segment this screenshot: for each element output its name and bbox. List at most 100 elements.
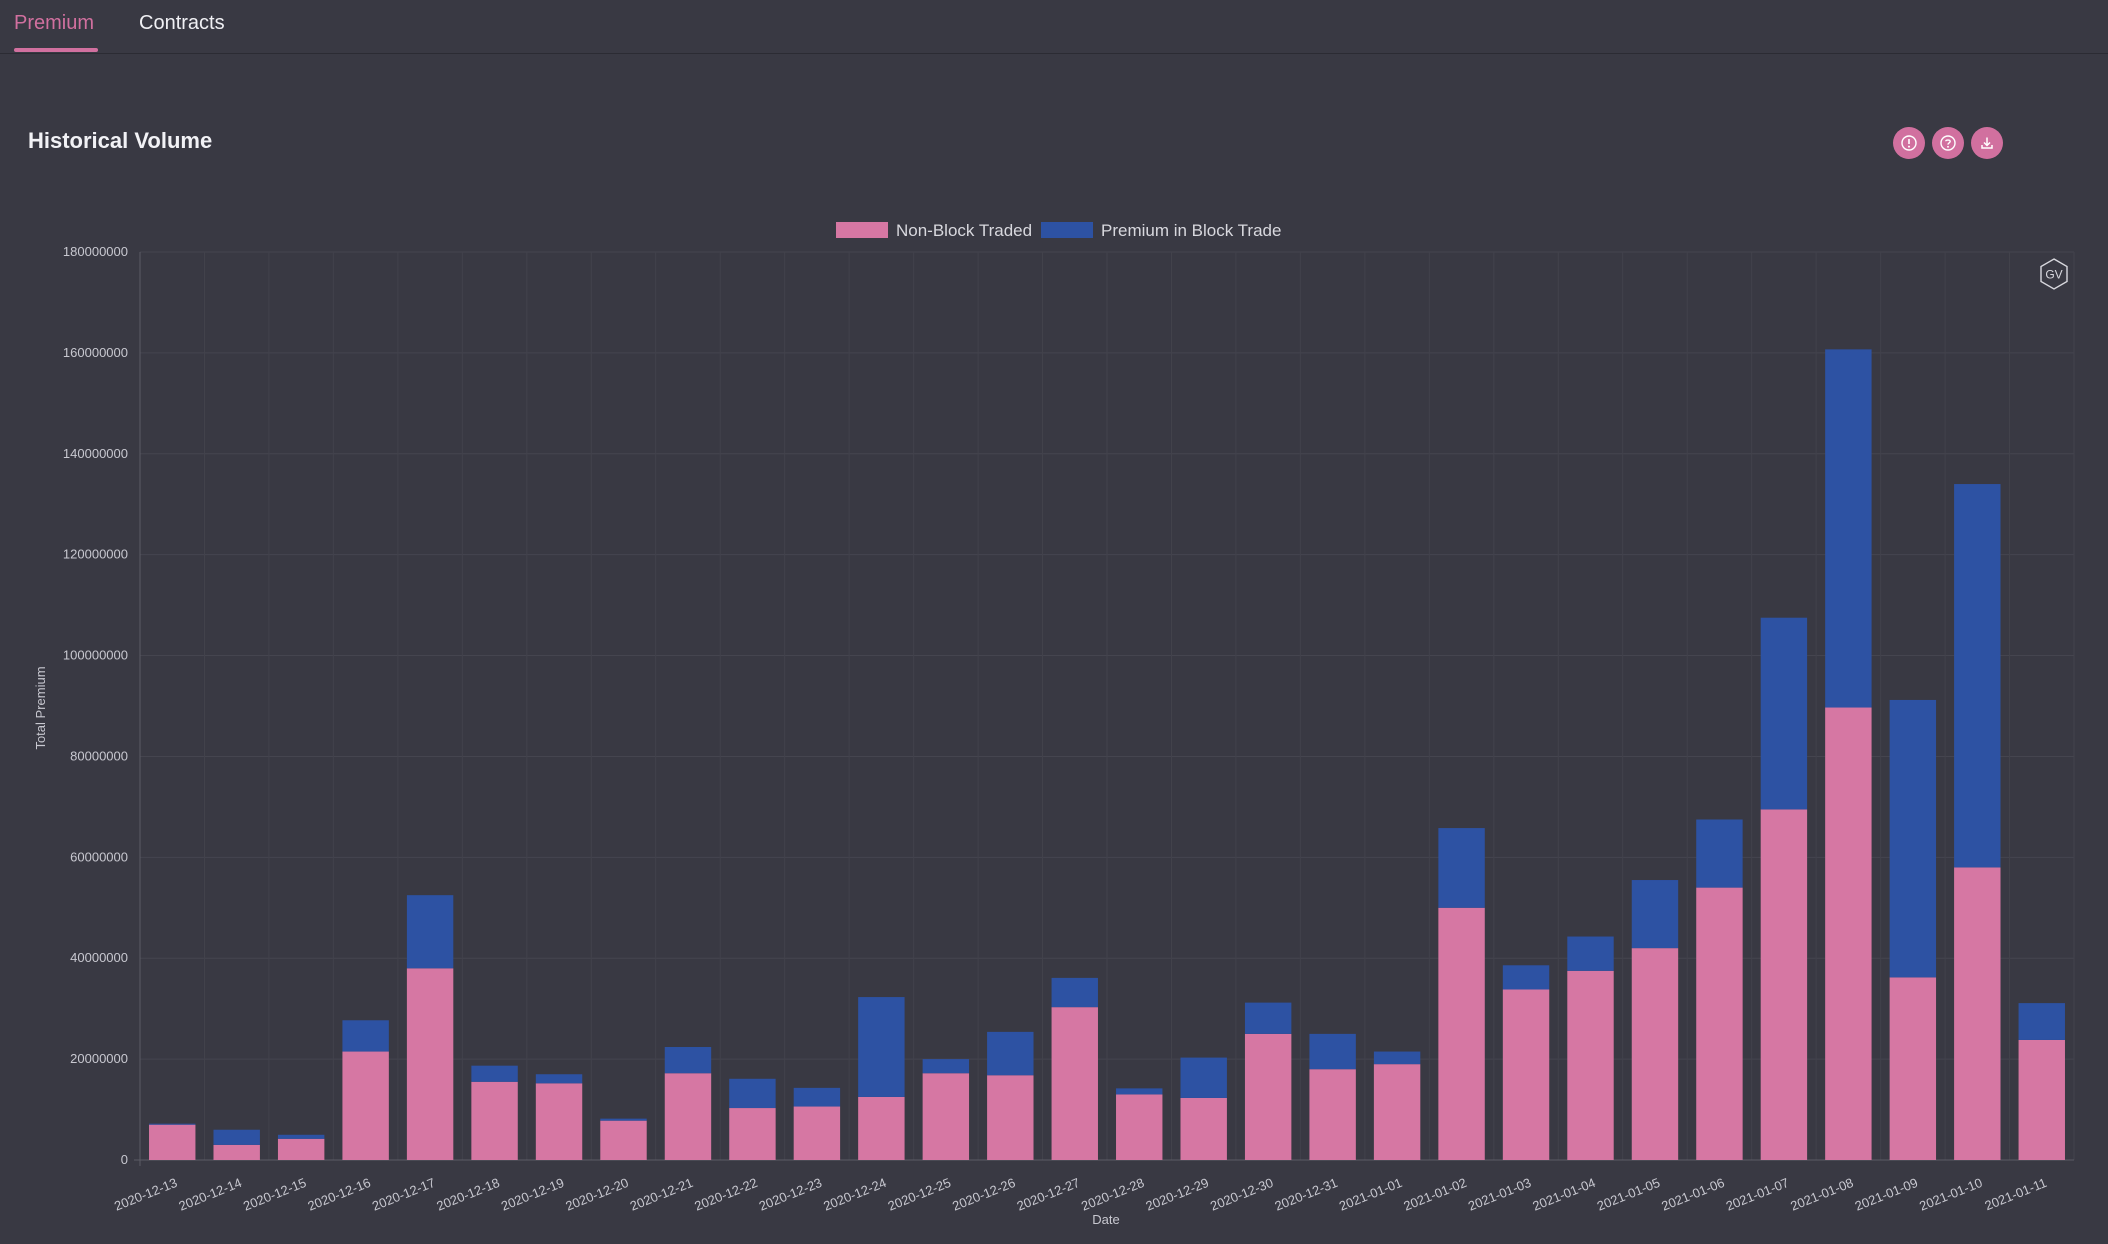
- bar-premium-in-block-trade: [987, 1031, 1034, 1076]
- bar-premium-in-block-trade: [1244, 1002, 1292, 1034]
- x-tick-label: 2021-01-07: [1724, 1175, 1791, 1214]
- bar-non-block-traded: [1051, 1007, 1098, 1160]
- bar-non-block-traded: [1696, 887, 1743, 1160]
- bar-premium-in-block-trade: [1760, 617, 1808, 810]
- panel-title: Historical Volume: [28, 128, 213, 153]
- bar-premium-in-block-trade: [535, 1074, 583, 1084]
- tab-premium[interactable]: Premium: [14, 12, 95, 34]
- y-tick-label: 120000000: [63, 547, 128, 562]
- bar-premium-in-block-trade: [471, 1065, 518, 1082]
- x-tick-label: 2021-01-09: [1853, 1175, 1920, 1214]
- x-tick-label: 2020-12-23: [757, 1175, 824, 1214]
- x-tick-label: 2020-12-16: [305, 1175, 372, 1214]
- bar-premium-in-block-trade: [1825, 349, 1872, 708]
- legend-swatch: [836, 222, 888, 238]
- x-tick-label: 2021-01-10: [1917, 1175, 1984, 1214]
- x-tick-label: 2020-12-22: [692, 1175, 759, 1214]
- bar-premium-in-block-trade: [793, 1087, 841, 1107]
- bar-premium-in-block-trade: [600, 1118, 647, 1121]
- help-button[interactable]: [1932, 127, 1964, 159]
- active-tab-indicator: [14, 48, 98, 52]
- bar-premium-in-block-trade: [149, 1123, 196, 1125]
- y-tick-label: 160000000: [63, 345, 128, 360]
- bar-non-block-traded: [1116, 1094, 1163, 1160]
- gv-logo: GV: [2040, 258, 2068, 290]
- bar-non-block-traded: [535, 1083, 583, 1160]
- x-tick-label: 2020-12-13: [112, 1175, 179, 1214]
- historical-volume-chart: 0 20000000 40000000 60000000 80000000 1000000…: [33, 221, 2075, 1227]
- x-tick-label: 2020-12-31: [1272, 1175, 1339, 1214]
- bar-premium-in-block-trade: [213, 1129, 260, 1145]
- help-icon: [1940, 135, 1956, 151]
- x-tick-label: 2020-12-27: [1015, 1175, 1082, 1214]
- legend-label: Premium in Block Trade: [1101, 221, 1281, 240]
- bar-non-block-traded: [1438, 907, 1485, 1160]
- x-tick-label: 2020-12-18: [434, 1175, 501, 1214]
- y-tick-label: 20000000: [70, 1051, 128, 1066]
- bar-premium-in-block-trade: [1051, 977, 1098, 1008]
- x-tick-label: 2020-12-20: [563, 1175, 630, 1214]
- bar-premium-in-block-trade: [1567, 936, 1614, 971]
- bar-premium-in-block-trade: [2018, 1003, 2065, 1040]
- bar-non-block-traded: [406, 968, 454, 1160]
- x-tick-label: 2020-12-26: [950, 1175, 1017, 1214]
- bar-premium-in-block-trade: [664, 1047, 712, 1074]
- info-button[interactable]: [1893, 127, 1925, 159]
- gv-logo-text: GV: [2045, 268, 2062, 282]
- bar-premium-in-block-trade: [1631, 880, 1679, 949]
- bar-non-block-traded: [858, 1096, 905, 1160]
- info-icon: [1901, 135, 1917, 151]
- download-button[interactable]: [1971, 127, 2003, 159]
- x-tick-label: 2020-12-15: [241, 1175, 308, 1214]
- y-tick-label: 80000000: [70, 748, 128, 763]
- bar-non-block-traded: [1309, 1069, 1356, 1160]
- bar-non-block-traded: [1631, 948, 1679, 1160]
- bar-non-block-traded: [213, 1144, 260, 1160]
- bar-non-block-traded: [1244, 1033, 1292, 1160]
- bar-non-block-traded: [1502, 989, 1550, 1160]
- bar-premium-in-block-trade: [858, 997, 905, 1097]
- x-tick-label: 2021-01-11: [1982, 1175, 2048, 1213]
- x-tick-label: 2020-12-30: [1208, 1175, 1275, 1214]
- bar-non-block-traded: [471, 1081, 518, 1160]
- x-tick-label: 2020-12-21: [628, 1175, 695, 1214]
- x-tick-label: 2021-01-05: [1595, 1175, 1662, 1214]
- bar-non-block-traded: [1825, 707, 1872, 1160]
- x-tick-label: 2021-01-08: [1788, 1175, 1855, 1214]
- x-tick-label: 2021-01-02: [1401, 1175, 1468, 1214]
- tab-contracts[interactable]: Contracts: [139, 12, 225, 34]
- bar-premium-in-block-trade: [922, 1059, 970, 1074]
- bar-non-block-traded: [600, 1120, 647, 1160]
- legend-label: Non-Block Traded: [896, 221, 1032, 240]
- bar-non-block-traded: [664, 1073, 712, 1160]
- bar-premium-in-block-trade: [1373, 1051, 1421, 1065]
- x-tick-label: 2020-12-14: [177, 1175, 244, 1214]
- legend-swatch: [1041, 222, 1093, 238]
- bar-non-block-traded: [1373, 1064, 1421, 1160]
- bar-premium-in-block-trade: [1438, 828, 1485, 908]
- y-tick-label: 180000000: [63, 244, 128, 259]
- bar-non-block-traded: [729, 1108, 776, 1160]
- bar-non-block-traded: [2018, 1039, 2065, 1160]
- bar-non-block-traded: [342, 1051, 389, 1160]
- x-tick-label: 2020-12-17: [370, 1175, 437, 1214]
- y-tick-label: 40000000: [70, 950, 128, 965]
- bar-non-block-traded: [277, 1138, 325, 1160]
- bar-non-block-traded: [1567, 970, 1614, 1160]
- bar-premium-in-block-trade: [1889, 699, 1937, 978]
- y-tick-label: 60000000: [70, 849, 128, 864]
- bar-non-block-traded: [922, 1073, 970, 1160]
- x-tick-label: 2020-12-29: [1144, 1175, 1211, 1214]
- x-tick-label: 2020-12-24: [821, 1175, 888, 1214]
- bar-non-block-traded: [1180, 1097, 1227, 1160]
- bar-premium-in-block-trade: [342, 1020, 389, 1052]
- bar-non-block-traded: [1889, 977, 1937, 1160]
- x-tick-label: 2021-01-01: [1337, 1175, 1404, 1214]
- download-icon: [1981, 137, 1993, 149]
- bar-non-block-traded: [1760, 809, 1808, 1160]
- tab-bar: Premium Contracts: [0, 0, 2108, 54]
- x-tick-label: 2021-01-03: [1466, 1175, 1533, 1214]
- y-tick-label: 100000000: [63, 648, 128, 663]
- bar-premium-in-block-trade: [1954, 484, 2001, 868]
- bar-premium-in-block-trade: [1696, 819, 1743, 888]
